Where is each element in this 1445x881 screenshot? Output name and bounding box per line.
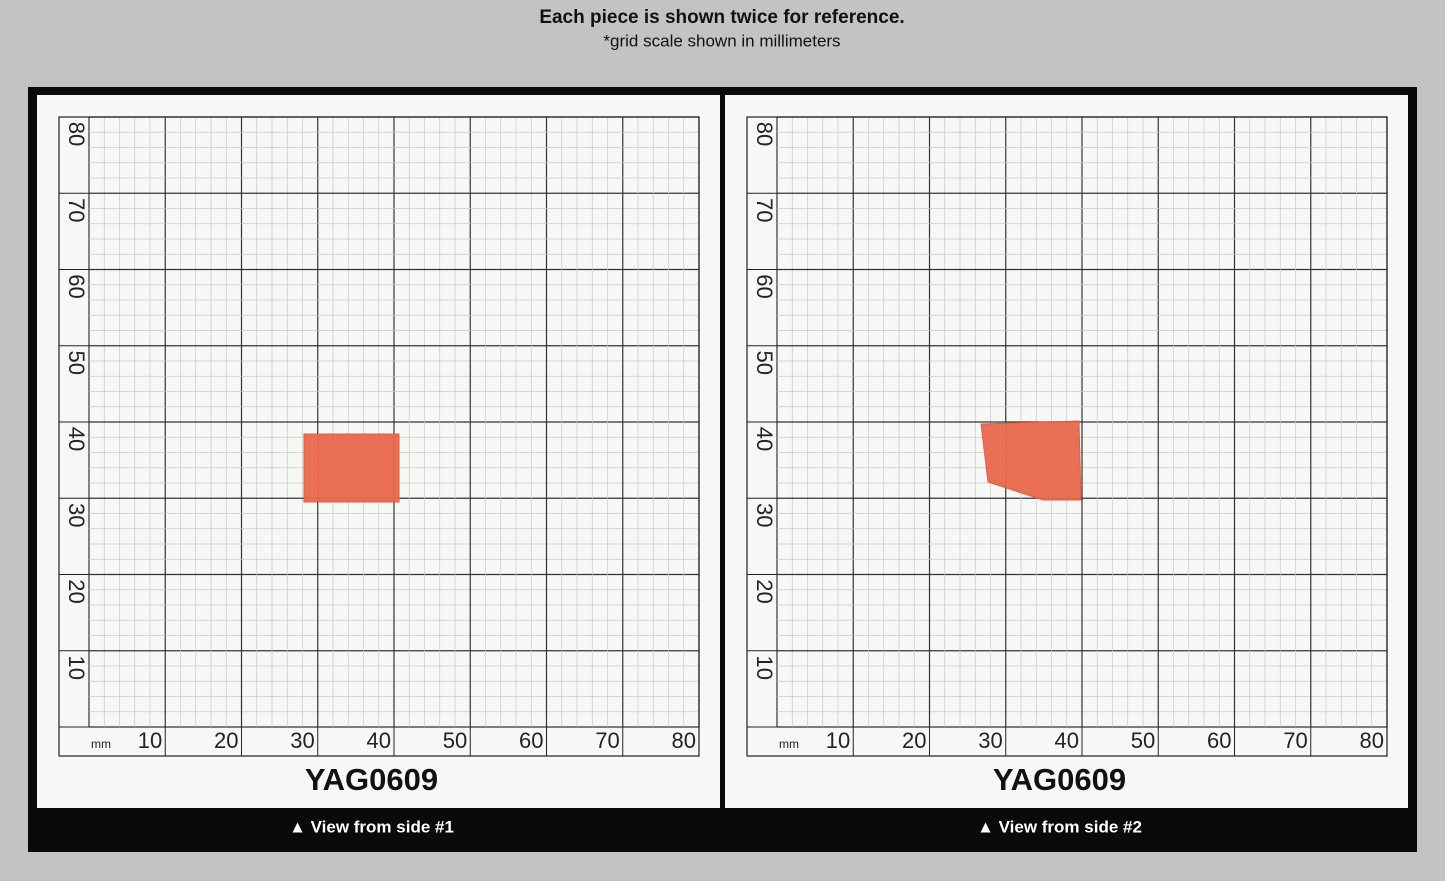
x-scale-label: 70 xyxy=(595,728,619,753)
x-scale-label: 60 xyxy=(1207,728,1231,753)
x-scale-label: 40 xyxy=(367,728,391,753)
y-scale-label: 40 xyxy=(64,427,89,451)
x-scale-label: 30 xyxy=(290,728,314,753)
product-label: YAG0609 xyxy=(993,762,1126,797)
stone xyxy=(980,420,1082,501)
x-scale-label: 10 xyxy=(138,728,162,753)
y-scale-label: 10 xyxy=(64,656,89,680)
y-scale-label: 20 xyxy=(64,579,89,603)
x-scale-label: 70 xyxy=(1283,728,1307,753)
y-scale-label: 50 xyxy=(64,351,89,375)
y-scale-label: 50 xyxy=(752,351,777,375)
x-scale-label: 10 xyxy=(826,728,850,753)
unit-label: mm xyxy=(779,737,799,751)
x-scale-label: 40 xyxy=(1055,728,1079,753)
x-scale-label: 50 xyxy=(443,728,467,753)
x-scale-label: 80 xyxy=(672,728,696,753)
y-scale-label: 60 xyxy=(64,274,89,298)
y-scale-label: 80 xyxy=(752,122,777,146)
stone xyxy=(303,433,400,503)
title: Each piece is shown twice for reference. xyxy=(539,7,904,28)
unit-label: mm xyxy=(91,737,111,751)
y-scale-label: 40 xyxy=(752,427,777,451)
subtitle: *grid scale shown in millimeters xyxy=(603,31,840,50)
y-scale-label: 20 xyxy=(752,579,777,603)
x-scale-label: 50 xyxy=(1131,728,1155,753)
y-scale-label: 10 xyxy=(752,656,777,680)
x-scale-label: 80 xyxy=(1360,728,1384,753)
caption: ▲ View from side #2 xyxy=(977,817,1142,836)
y-scale-label: 60 xyxy=(752,274,777,298)
x-scale-label: 30 xyxy=(978,728,1002,753)
y-scale-label: 30 xyxy=(64,503,89,527)
y-scale-label: 80 xyxy=(64,122,89,146)
y-scale-label: 70 xyxy=(752,198,777,222)
caption: ▲ View from side #1 xyxy=(289,817,454,836)
y-scale-label: 30 xyxy=(752,503,777,527)
y-scale-label: 70 xyxy=(64,198,89,222)
x-scale-label: 20 xyxy=(214,728,238,753)
x-scale-label: 60 xyxy=(519,728,543,753)
product-label: YAG0609 xyxy=(305,762,438,797)
x-scale-label: 20 xyxy=(902,728,926,753)
